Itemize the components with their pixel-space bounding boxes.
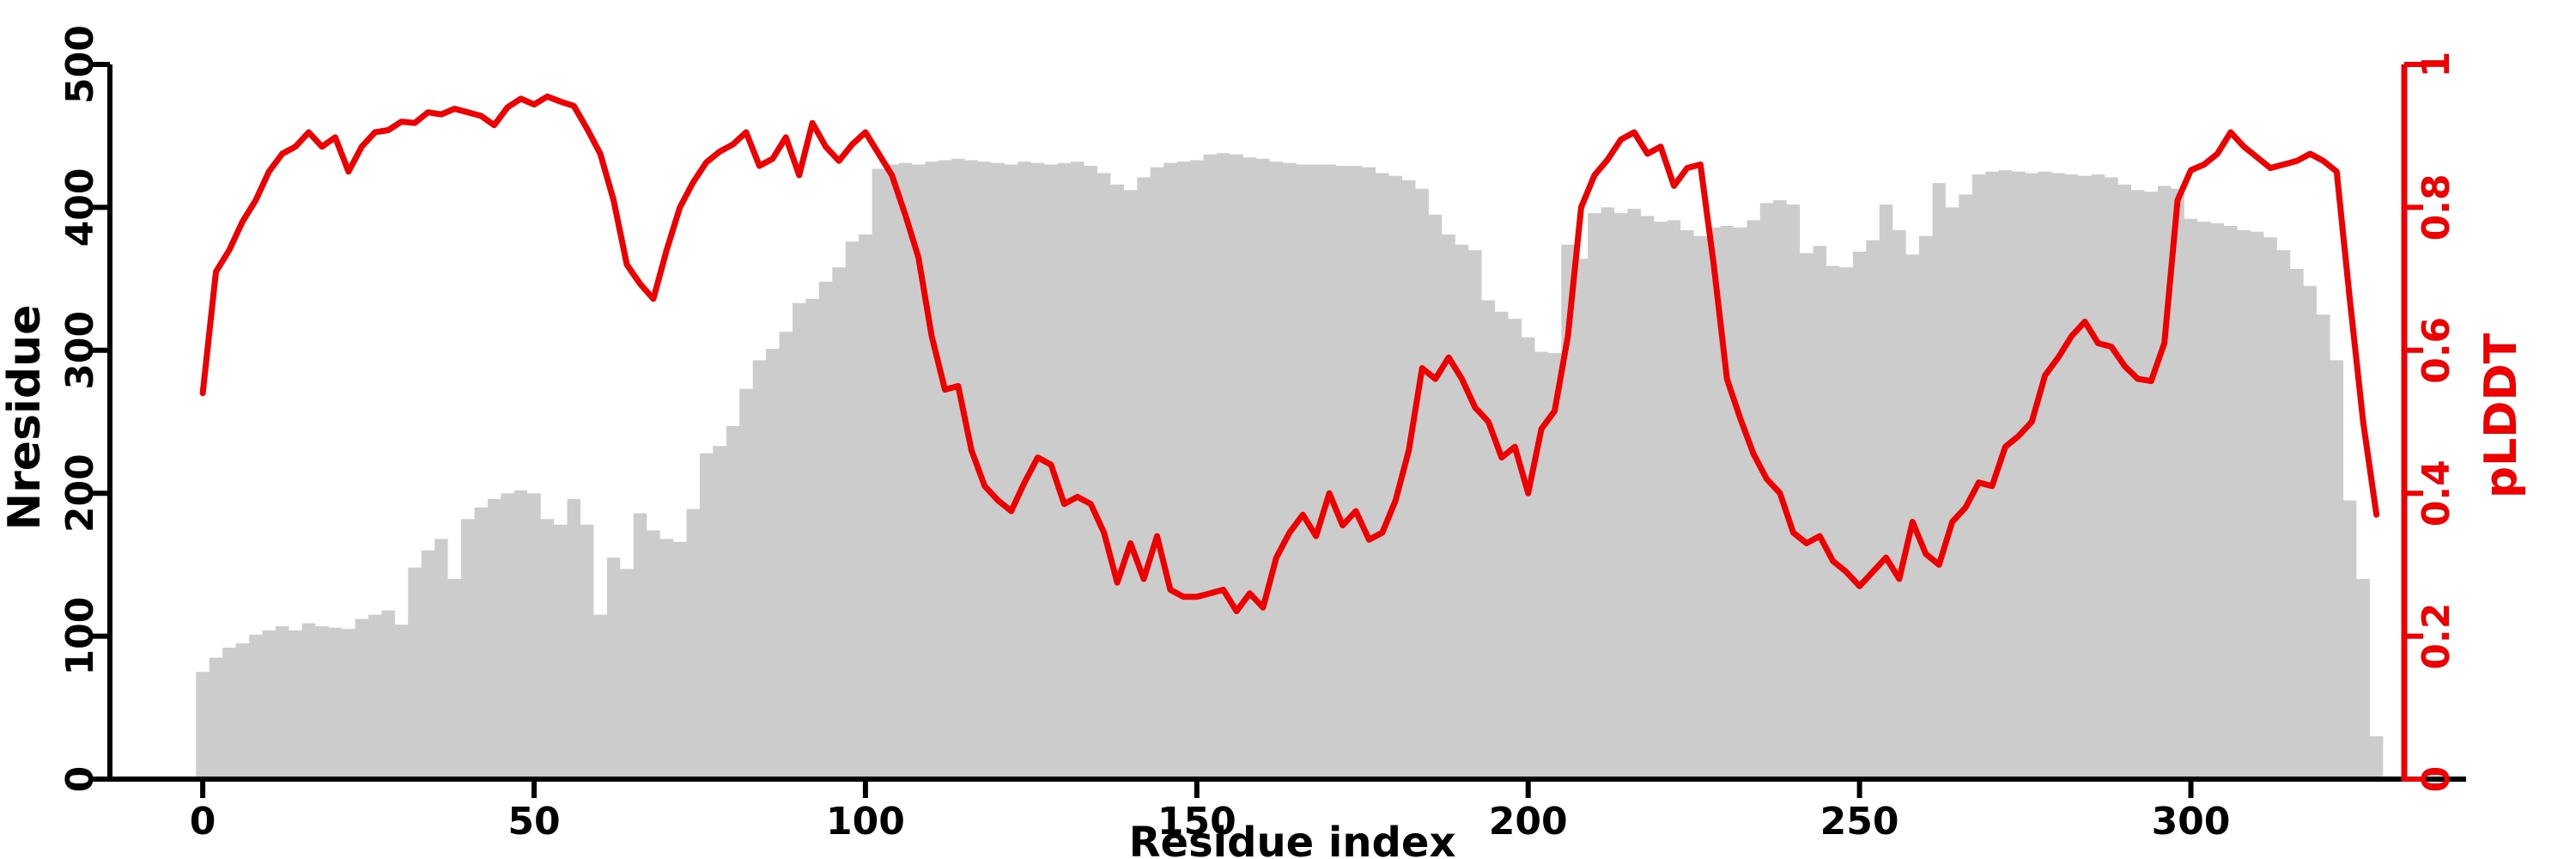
left-tick-label: 400: [58, 168, 102, 247]
left-tick-label: 0: [58, 766, 102, 793]
nresidue-bars: [196, 153, 2384, 779]
right-tick-label: 0: [2415, 766, 2458, 793]
right-tick-label: 0.8: [2415, 174, 2458, 241]
x-axis-title: Residue index: [1129, 819, 1456, 859]
left-tick-label: 300: [58, 311, 102, 390]
line-layer: [199, 93, 2380, 614]
x-tick-label: 50: [507, 800, 560, 844]
bars-layer: [196, 153, 2384, 779]
right-axis-title: pLDDT: [2476, 332, 2527, 498]
right-tick-label: 1: [2415, 52, 2458, 78]
x-tick-label: 0: [190, 800, 216, 844]
x-tick-label: 200: [1489, 800, 1568, 844]
right-tick-label: 0.4: [2415, 460, 2458, 527]
axes-layer: 0 50 100 150 200 250 300 0 100 200 300 400 500 0 0.2 0.…: [58, 25, 2466, 844]
left-tick-label: 200: [58, 454, 102, 533]
left-axis-title: Nresidue: [0, 305, 51, 531]
left-tick-label: 100: [58, 597, 102, 676]
plddt-line: [199, 93, 2380, 614]
right-tick-label: 0.2: [2415, 603, 2458, 670]
x-tick-label: 250: [1820, 800, 1899, 844]
x-tick-label: 150: [1157, 800, 1236, 844]
right-tick-label: 0.6: [2415, 317, 2458, 384]
left-tick-label: 500: [58, 25, 102, 104]
x-tick-label: 100: [826, 800, 905, 844]
x-tick-label: 300: [2152, 800, 2231, 844]
